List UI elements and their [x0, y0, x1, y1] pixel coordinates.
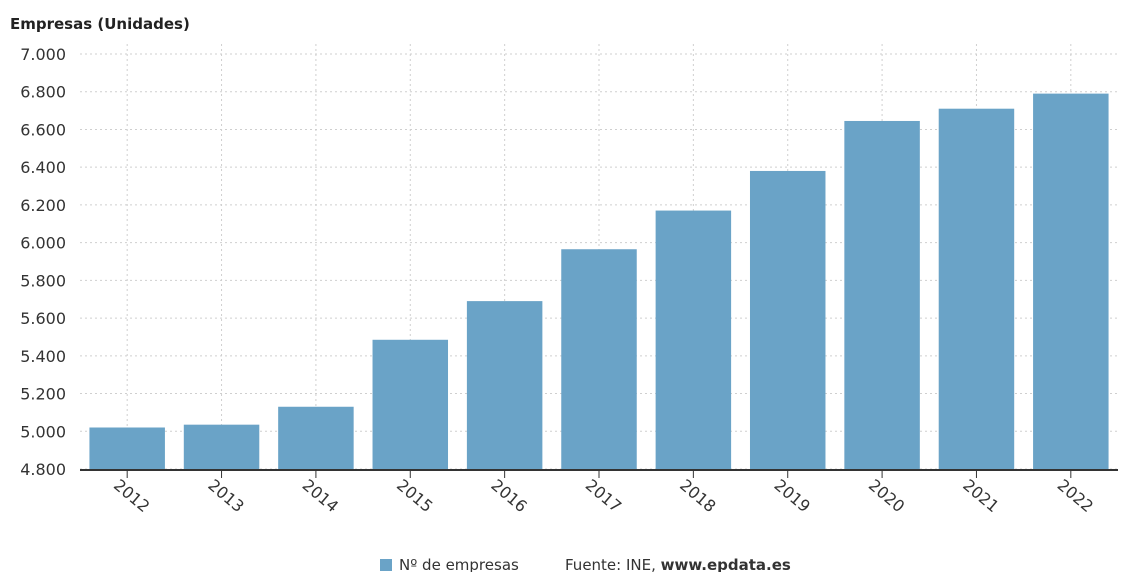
y-axis: 4.800 5.000 5.200 5.400 5.600 5.800 6.000 6.200…: [20, 45, 66, 479]
x-tick-label: 2022: [1054, 475, 1097, 516]
bar-2016: [466, 301, 543, 469]
y-tick-label: 6.000: [20, 234, 66, 253]
bar-2019: [749, 170, 826, 470]
x-tick-label: 2017: [582, 475, 625, 516]
x-tick-label: 2021: [959, 475, 1002, 516]
y-tick-label: 4.800: [20, 460, 66, 479]
source-note: Fuente: INE, www.epdata.es: [565, 556, 791, 572]
bars: [89, 93, 1109, 470]
y-tick-label: 5.600: [20, 309, 66, 328]
x-tick-label: 2019: [771, 475, 814, 516]
bar-2013: [183, 424, 260, 469]
bar-2017: [561, 249, 637, 469]
x-tick-label: 2020: [865, 475, 908, 516]
y-tick-label: 6.600: [20, 120, 66, 139]
bar-2022: [1033, 93, 1109, 469]
x-axis: 2012 2013 2014 2015 2016 2017 2018 2019 2020 2021…: [80, 469, 1118, 516]
y-tick-label: 5.000: [20, 422, 66, 441]
source-prefix: Fuente: INE,: [565, 556, 661, 572]
y-tick-label: 5.400: [20, 347, 66, 366]
legend-label: Nº de empresas: [399, 556, 519, 572]
bar-2015: [372, 339, 449, 469]
y-axis-title: Empresas (Unidades): [10, 15, 190, 33]
x-tick-label: 2014: [299, 475, 342, 516]
x-tick-label: 2015: [393, 475, 436, 516]
y-tick-label: 5.200: [20, 385, 66, 404]
bar-2020: [844, 120, 920, 469]
y-tick-label: 5.800: [20, 271, 66, 290]
x-tick-label: 2013: [204, 475, 247, 516]
x-tick-label: 2018: [676, 475, 719, 516]
y-tick-label: 6.200: [20, 196, 66, 215]
bar-2012: [89, 427, 165, 469]
legend: Nº de empresas Fuente: INE, www.epdata.e…: [380, 556, 791, 572]
y-tick-label: 6.800: [20, 83, 66, 102]
bar-2018: [655, 210, 732, 469]
bar-2014: [278, 406, 354, 469]
bar-2021: [938, 108, 1015, 470]
x-tick-label: 2016: [487, 475, 530, 516]
x-tick-label: 2012: [110, 475, 153, 516]
y-tick-label: 6.400: [20, 158, 66, 177]
y-tick-label: 7.000: [20, 45, 66, 64]
source-site: www.epdata.es: [661, 556, 791, 572]
legend-swatch: [380, 559, 392, 571]
